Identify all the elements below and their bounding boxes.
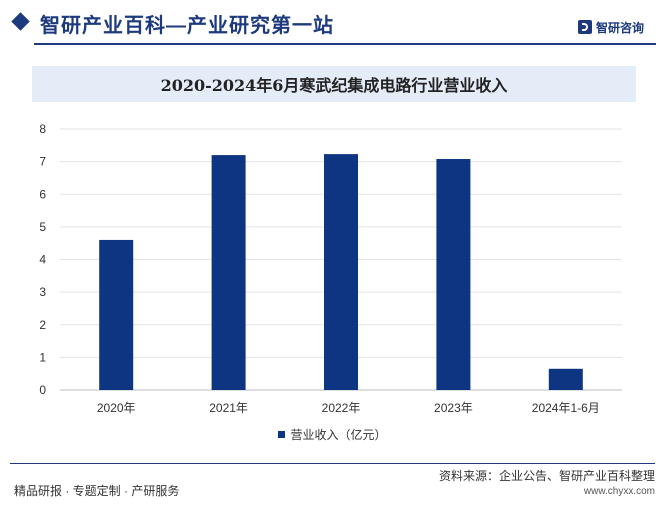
header-divider <box>34 43 656 45</box>
y-tick-label: 5 <box>39 220 46 234</box>
y-tick-label: 0 <box>39 383 46 397</box>
legend-swatch <box>278 430 286 438</box>
bar-chart: 0 1 2 3 4 5 6 7 8 2020年 2021年 2022年 2023年 2024年1-6月 <box>39 122 622 415</box>
site-url: www.chyxx.com <box>583 486 655 497</box>
footer-services: 精品研报 · 专题定制 · 产研服务 <box>14 484 180 498</box>
logo: 智研咨询 <box>578 18 644 36</box>
y-tick-label: 8 <box>39 122 46 136</box>
x-tick-label: 2020年 <box>97 401 136 415</box>
footer-divider <box>10 463 655 464</box>
legend: 营业收入（亿元） <box>0 425 665 443</box>
y-tick-label: 1 <box>39 350 46 364</box>
bar <box>548 368 583 390</box>
y-tick-label: 2 <box>39 318 46 332</box>
header: 智研产业百科—产业研究第一站 智研咨询 <box>0 0 665 46</box>
diamond-icon <box>11 12 30 31</box>
y-tick-label: 4 <box>39 253 46 267</box>
x-tick-label: 2023年 <box>434 401 473 415</box>
y-axis-ticks: 0 1 2 3 4 5 6 7 8 <box>39 122 46 397</box>
x-tick-label: 2024年1-6月 <box>532 401 600 415</box>
logo-text: 智研咨询 <box>596 20 645 35</box>
bar <box>436 159 471 390</box>
y-tick-label: 3 <box>39 285 46 299</box>
y-tick-label: 6 <box>39 187 46 201</box>
brand-title: 智研产业百科—产业研究第一站 <box>40 15 334 37</box>
chart-title: 2020-2024年6月寒武纪集成电路行业营业收入 <box>160 76 508 95</box>
bars <box>99 154 583 390</box>
bar <box>211 155 246 390</box>
x-axis-ticks: 2020年 2021年 2022年 2023年 2024年1-6月 <box>97 401 600 415</box>
bar <box>324 154 358 390</box>
x-tick-label: 2022年 <box>322 401 361 415</box>
chart-title-box: 2020-2024年6月寒武纪集成电路行业营业收入 <box>32 66 636 102</box>
bar <box>99 239 134 390</box>
logo-icon <box>578 20 592 34</box>
x-tick-label: 2021年 <box>209 401 248 415</box>
legend-label: 营业收入（亿元） <box>290 427 387 442</box>
y-tick-label: 7 <box>39 155 46 169</box>
source-text: 资料来源：企业公告、智研产业百科整理 <box>438 469 655 483</box>
